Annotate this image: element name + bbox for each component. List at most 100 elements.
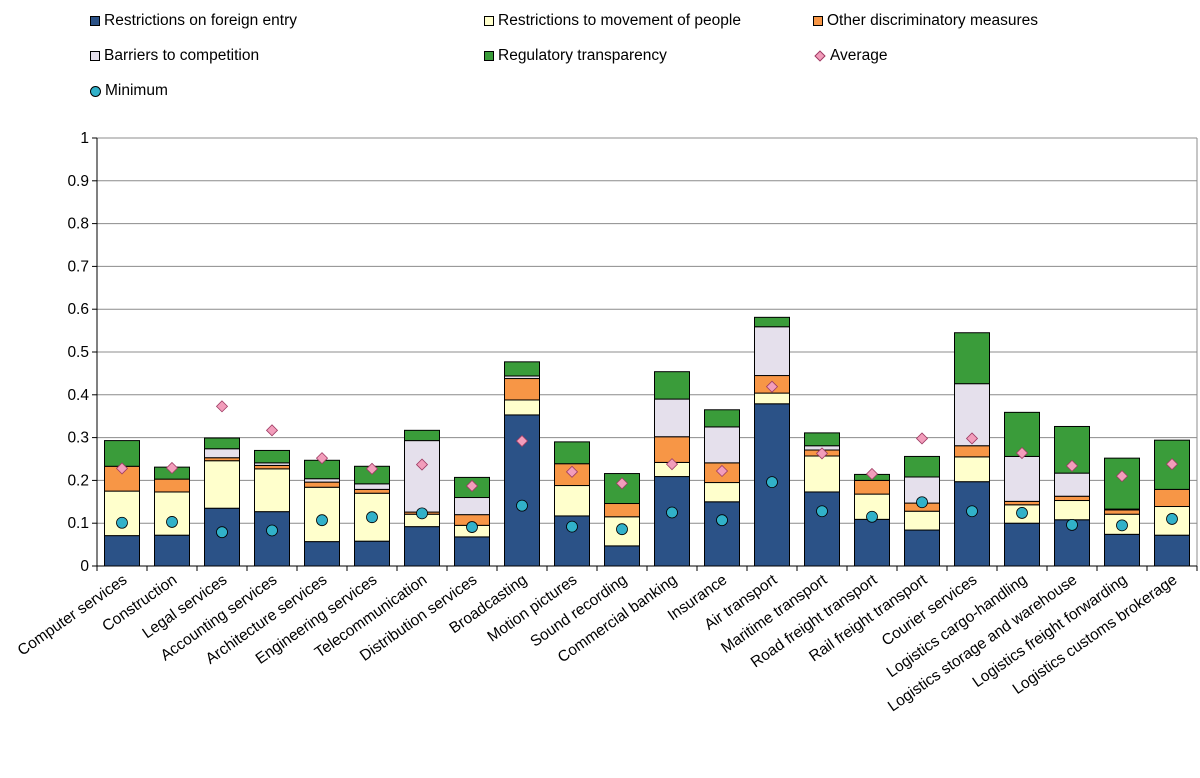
average-marker (265, 424, 279, 437)
legend-swatch-icon (484, 16, 494, 26)
average-marker (865, 467, 879, 481)
bar-segment (454, 497, 490, 516)
bar-segment (1104, 533, 1140, 567)
bar-segment (554, 485, 590, 517)
bar-segment (754, 316, 790, 328)
bar-segment (554, 441, 590, 465)
average-marker (215, 400, 229, 413)
minimum-marker (566, 520, 578, 533)
legend-swatch-icon (484, 51, 494, 61)
y-tick-label: 0.6 (67, 301, 89, 318)
bar-segment (804, 491, 840, 567)
average-marker (1165, 458, 1179, 471)
minimum-marker (766, 476, 778, 489)
bar-segment (204, 437, 240, 450)
bar-segment (304, 541, 340, 567)
bar-segment (904, 529, 940, 567)
bar-segment (154, 534, 190, 567)
legend-label: Minimum (105, 82, 168, 99)
bar-segment (904, 455, 940, 478)
legend-swatch-icon (90, 51, 100, 61)
minimum-marker (266, 524, 278, 537)
legend-item-barriers-competition: Barriers to competition (90, 47, 259, 65)
bar-segment (904, 510, 940, 531)
minimum-marker (216, 526, 228, 539)
average-marker (565, 465, 579, 478)
average-marker (1015, 446, 1029, 460)
average-marker (515, 434, 529, 448)
bar-segment (254, 468, 290, 513)
bar-segment (754, 326, 790, 377)
bar-segment (1054, 472, 1090, 497)
legend-item-regulatory-transparency: Regulatory transparency (484, 47, 667, 65)
bar-segment (1154, 488, 1190, 508)
minimum-marker (1016, 507, 1028, 519)
bar-segment (954, 456, 990, 483)
bar-segment (1104, 457, 1140, 510)
average-marker (115, 462, 129, 475)
y-tick-label: 0.5 (67, 344, 89, 361)
bar-segment (204, 460, 240, 509)
bar-segment (354, 483, 390, 490)
bar-segment (204, 448, 240, 459)
bar-segment (604, 503, 640, 518)
bar-stacks (104, 316, 1190, 567)
minimum-marker (166, 516, 178, 528)
legend-swatch-icon (90, 16, 100, 26)
bar-segment (104, 490, 140, 537)
bar-segment (704, 426, 740, 464)
minimum-marker (466, 521, 478, 533)
legend-label: Barriers to competition (104, 47, 260, 64)
bar-segment (154, 478, 190, 493)
bar-segment (404, 429, 440, 442)
average-marker (415, 458, 429, 471)
bar-segment (854, 479, 890, 495)
minimum-marker (716, 514, 728, 527)
bar-segment (804, 455, 840, 493)
bar-segment (104, 535, 140, 567)
minimum-marker (316, 514, 328, 527)
minimum-marker (1116, 519, 1128, 532)
bar-segment (354, 540, 390, 567)
minimum-marker (916, 496, 928, 509)
bar-segment (954, 481, 990, 567)
marker-points (115, 380, 1179, 539)
bar-segment (704, 409, 740, 428)
circle-marker-icon (90, 85, 101, 97)
bar-segment (1054, 495, 1090, 502)
minimum-marker (366, 511, 378, 524)
minimum-marker (816, 505, 828, 518)
average-marker (465, 479, 479, 493)
average-marker (1065, 459, 1079, 472)
bar-segment (404, 526, 440, 567)
average-marker (765, 380, 779, 393)
legend-label: Other discriminatory measures (827, 12, 1039, 29)
y-tick-label: 0.1 (67, 515, 89, 532)
bar-segment (254, 511, 290, 567)
average-marker (715, 464, 729, 478)
minimum-marker (416, 507, 428, 520)
bar-segment (354, 488, 390, 494)
legend-label: Average (830, 47, 888, 64)
y-tick-label: 0.7 (67, 258, 89, 275)
bar-segment (504, 378, 540, 401)
y-tick-label: 0.9 (67, 173, 89, 190)
bar-segment (1004, 522, 1040, 567)
bar-segment (104, 440, 140, 467)
bar-segment (654, 371, 690, 400)
minimum-marker (666, 506, 678, 519)
bar-segment (504, 361, 540, 377)
bar-segment (804, 432, 840, 447)
bar-segment (604, 516, 640, 547)
legend-item-other-discriminatory: Other discriminatory measures (813, 12, 1038, 30)
minimum-marker (616, 523, 628, 536)
legend-item-minimum: Minimum (90, 82, 168, 100)
bar-segment (954, 445, 990, 458)
bar-segment (1154, 439, 1190, 490)
bar-segment (654, 398, 690, 438)
bar-segment (304, 478, 340, 483)
minimum-marker (966, 505, 978, 518)
average-marker (915, 432, 929, 445)
bar-segment (704, 501, 740, 567)
